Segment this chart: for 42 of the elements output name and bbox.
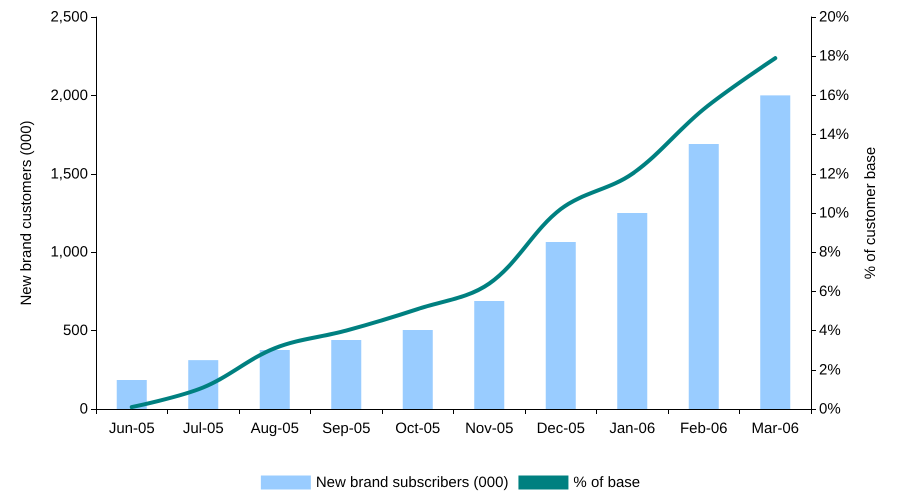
y2-tick-label: 6%	[819, 282, 841, 300]
bar	[116, 380, 147, 409]
y2-tick-label: 10%	[819, 204, 850, 222]
bar	[760, 95, 790, 409]
y-axis-title: New brand customers (000)	[18, 120, 35, 306]
y-tick-label: 0	[80, 400, 88, 418]
bar	[688, 144, 719, 409]
legend-label: New brand subscribers (000)	[316, 474, 508, 491]
line-series	[130, 56, 778, 410]
x-tick-label: Jul-05	[182, 420, 224, 437]
x-tick-label: Mar-06	[751, 420, 800, 437]
y-tick-label: 2,000	[50, 86, 88, 104]
bar	[331, 340, 362, 409]
y2-tick-label: 12%	[819, 165, 850, 182]
bar	[402, 330, 433, 409]
bar	[546, 242, 576, 409]
y2-tick-label: 16%	[819, 86, 850, 104]
y-tick-label: 1,000	[50, 244, 88, 261]
y2-tick-label: 20%	[819, 8, 850, 26]
x-tick-label: Oct-05	[395, 420, 440, 437]
x-tick-label: Nov-05	[465, 420, 514, 437]
y2-tick-label: 0%	[819, 400, 841, 418]
y-tick-label: 1,500	[50, 165, 88, 182]
y2-tick-label: 4%	[819, 322, 841, 340]
bar	[617, 213, 648, 409]
x-tick-label: Feb-06	[680, 420, 728, 437]
bar	[188, 360, 218, 409]
y2-tick-label: 2%	[819, 361, 841, 378]
legend-label: % of base	[573, 474, 640, 491]
y-tick-label: 2,500	[50, 8, 88, 26]
y2-axis-title: % of customer base	[862, 146, 879, 280]
x-tick-label: Dec-05	[536, 420, 585, 437]
bar	[260, 350, 290, 409]
y2-tick-label: 18%	[819, 48, 850, 65]
y-tick-label: 500	[62, 322, 88, 340]
x-tick-label: Aug-05	[250, 420, 299, 437]
y2-tick-label: 8%	[819, 244, 841, 261]
y2-tick-label: 14%	[819, 126, 850, 144]
x-tick-label: Jan-06	[609, 420, 656, 437]
x-tick-label: Jun-05	[108, 420, 155, 437]
bar	[474, 300, 504, 409]
x-tick-label: Sep-05	[322, 420, 370, 437]
